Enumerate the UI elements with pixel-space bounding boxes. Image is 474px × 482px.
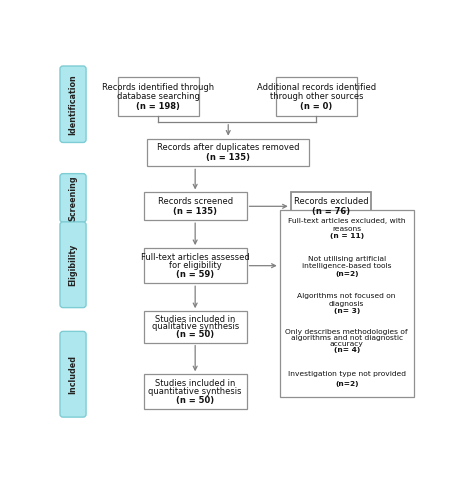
Text: (n = 198): (n = 198) xyxy=(137,102,181,111)
Text: Screening: Screening xyxy=(69,175,78,221)
Text: Identification: Identification xyxy=(69,74,78,134)
Text: Records after duplicates removed: Records after duplicates removed xyxy=(157,143,300,152)
Text: (n = 135): (n = 135) xyxy=(206,153,250,162)
FancyBboxPatch shape xyxy=(276,77,357,116)
Text: Studies included in: Studies included in xyxy=(155,379,236,388)
Text: Records identified through: Records identified through xyxy=(102,83,215,92)
Text: Records excluded: Records excluded xyxy=(294,197,368,206)
Text: (n= 3): (n= 3) xyxy=(334,308,360,314)
Text: Studies included in: Studies included in xyxy=(155,315,236,324)
FancyBboxPatch shape xyxy=(144,248,246,283)
FancyBboxPatch shape xyxy=(60,222,86,308)
Text: reasons: reasons xyxy=(332,226,361,232)
FancyBboxPatch shape xyxy=(144,374,246,410)
Text: Algorithms not focused on: Algorithms not focused on xyxy=(298,293,396,299)
Text: intelligence-based tools: intelligence-based tools xyxy=(302,263,392,269)
Text: accuracy: accuracy xyxy=(330,341,364,347)
FancyBboxPatch shape xyxy=(60,331,86,417)
Text: (n = 59): (n = 59) xyxy=(176,270,214,279)
Text: Included: Included xyxy=(69,355,78,394)
Text: (n= 4): (n= 4) xyxy=(334,348,360,353)
Text: Full-text articles assessed: Full-text articles assessed xyxy=(141,253,249,262)
Text: (n = 50): (n = 50) xyxy=(176,330,214,339)
Text: (n = 135): (n = 135) xyxy=(173,206,217,215)
Text: (n = 76): (n = 76) xyxy=(312,206,350,215)
FancyBboxPatch shape xyxy=(60,174,86,222)
Text: (n=2): (n=2) xyxy=(335,381,358,387)
FancyBboxPatch shape xyxy=(291,192,372,220)
Text: diagnosis: diagnosis xyxy=(329,301,365,307)
Text: through other sources: through other sources xyxy=(270,93,363,101)
Text: algorithms and not diagnostic: algorithms and not diagnostic xyxy=(291,335,403,341)
Text: (n = 0): (n = 0) xyxy=(300,102,333,111)
FancyBboxPatch shape xyxy=(144,192,246,220)
Text: Additional records identified: Additional records identified xyxy=(257,83,376,92)
Text: database searching: database searching xyxy=(117,93,200,101)
FancyBboxPatch shape xyxy=(147,138,309,166)
Text: qualitative synthesis: qualitative synthesis xyxy=(152,322,239,332)
FancyBboxPatch shape xyxy=(280,210,414,398)
Text: Full-text articles excluded, with: Full-text articles excluded, with xyxy=(288,218,406,224)
Text: for eligibility: for eligibility xyxy=(169,261,221,270)
Text: Eligibility: Eligibility xyxy=(69,243,78,286)
Text: Only describes methodologies of: Only describes methodologies of xyxy=(285,329,408,335)
FancyBboxPatch shape xyxy=(118,77,199,116)
Text: (n = 11): (n = 11) xyxy=(329,233,364,240)
Text: (n=2): (n=2) xyxy=(335,271,358,277)
Text: Records screened: Records screened xyxy=(158,197,233,206)
FancyBboxPatch shape xyxy=(144,311,246,343)
Text: (n = 50): (n = 50) xyxy=(176,396,214,405)
Text: quantitative synthesis: quantitative synthesis xyxy=(148,388,242,396)
Text: Not utilising artificial: Not utilising artificial xyxy=(308,255,386,262)
Text: Investigation type not provided: Investigation type not provided xyxy=(288,371,406,377)
FancyBboxPatch shape xyxy=(60,66,86,143)
